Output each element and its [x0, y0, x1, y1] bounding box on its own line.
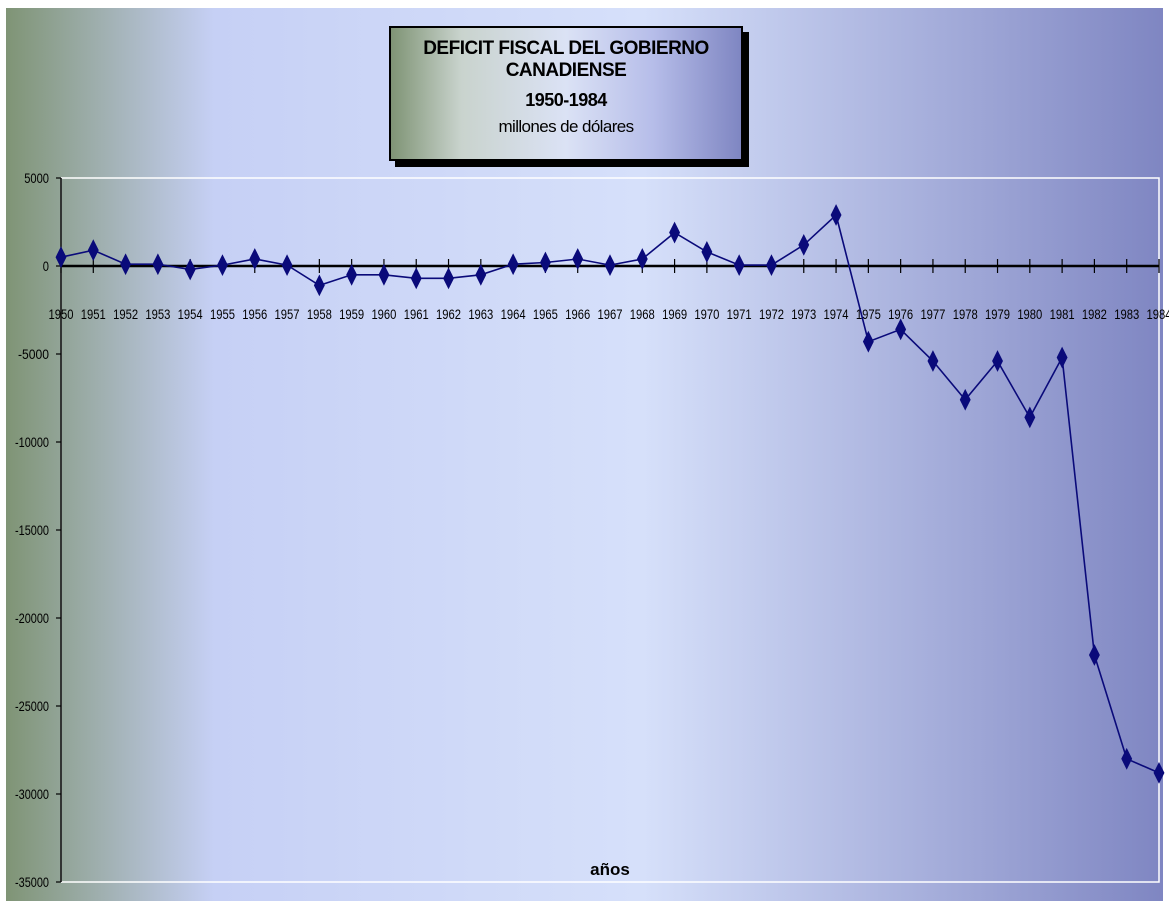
x-tick-label: 1967	[598, 306, 623, 322]
x-tick-label: 1974	[824, 306, 849, 322]
x-tick-label: 1965	[533, 306, 558, 322]
x-tick-label: 1972	[759, 306, 784, 322]
x-tick-label: 1964	[501, 306, 526, 322]
x-tick-label: 1961	[404, 306, 429, 322]
x-tick-label: 1958	[307, 306, 332, 322]
x-tick-label: 1973	[791, 306, 816, 322]
chart-title-box: DEFICIT FISCAL DEL GOBIERNO CANADIENSE 1…	[389, 26, 743, 161]
y-tick-label: -25000	[15, 698, 49, 714]
x-tick-label: 1983	[1114, 306, 1139, 322]
x-tick-label: 1956	[242, 306, 267, 322]
chart-subtitle: 1950-1984	[391, 90, 741, 111]
x-tick-label: 1959	[339, 306, 364, 322]
x-tick-label: 1980	[1017, 306, 1042, 322]
x-tick-label: 1981	[1050, 306, 1075, 322]
x-axis-label: años	[590, 860, 630, 879]
y-tick-label: -10000	[15, 434, 49, 450]
x-tick-label: 1984	[1147, 306, 1169, 322]
chart-title: DEFICIT FISCAL DEL GOBIERNO CANADIENSE	[391, 38, 741, 82]
x-tick-label: 1982	[1082, 306, 1107, 322]
x-tick-label: 1969	[662, 306, 687, 322]
y-tick-label: -20000	[15, 610, 49, 626]
x-tick-label: 1966	[565, 306, 590, 322]
x-tick-label: 1951	[81, 306, 106, 322]
y-tick-label: -30000	[15, 786, 49, 802]
chart-units: millones de dólares	[391, 117, 741, 137]
x-tick-label: 1955	[210, 306, 235, 322]
x-tick-label: 1963	[468, 306, 493, 322]
x-tick-label: 1962	[436, 306, 461, 322]
x-tick-label: 1954	[178, 306, 203, 322]
x-tick-label: 1953	[145, 306, 170, 322]
x-tick-label: 1977	[920, 306, 945, 322]
y-tick-label: -35000	[15, 874, 49, 890]
x-tick-label: 1970	[694, 306, 719, 322]
x-tick-label: 1978	[953, 306, 978, 322]
x-tick-label: 1971	[727, 306, 752, 322]
x-tick-label: 1960	[371, 306, 396, 322]
y-tick-label: -15000	[15, 522, 49, 538]
x-tick-label: 1952	[113, 306, 138, 322]
x-tick-label: 1957	[275, 306, 300, 322]
x-tick-label: 1950	[49, 306, 74, 322]
x-tick-label: 1968	[630, 306, 655, 322]
x-tick-label: 1979	[985, 306, 1010, 322]
y-tick-label: 5000	[24, 170, 49, 186]
y-tick-label: -5000	[18, 346, 49, 362]
y-tick-label: 0	[43, 258, 49, 274]
